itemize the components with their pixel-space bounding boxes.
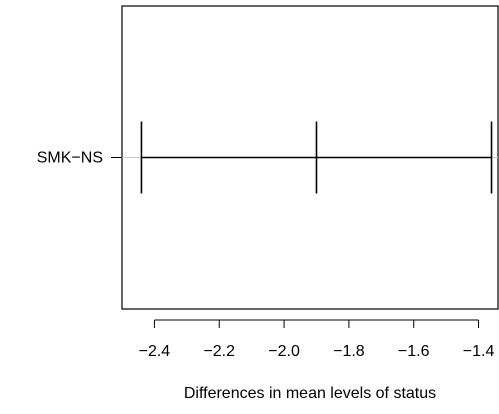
x-tick-label: −2.0 [268,343,300,360]
y-axis: SMK−NS [37,150,122,167]
x-tick-label: −1.6 [398,343,430,360]
x-tick-label: −2.4 [139,343,171,360]
x-tick-label: −1.8 [333,343,365,360]
interval-marks [122,121,498,194]
x-axis-title: Differences in mean levels of status [184,385,436,402]
y-tick-label: SMK−NS [37,150,103,167]
x-tick-label: −1.4 [463,343,495,360]
x-axis: −2.4 −2.2 −2.0 −1.8 −1.6 −1.4 [139,319,495,360]
x-tick-label: −2.2 [203,343,235,360]
